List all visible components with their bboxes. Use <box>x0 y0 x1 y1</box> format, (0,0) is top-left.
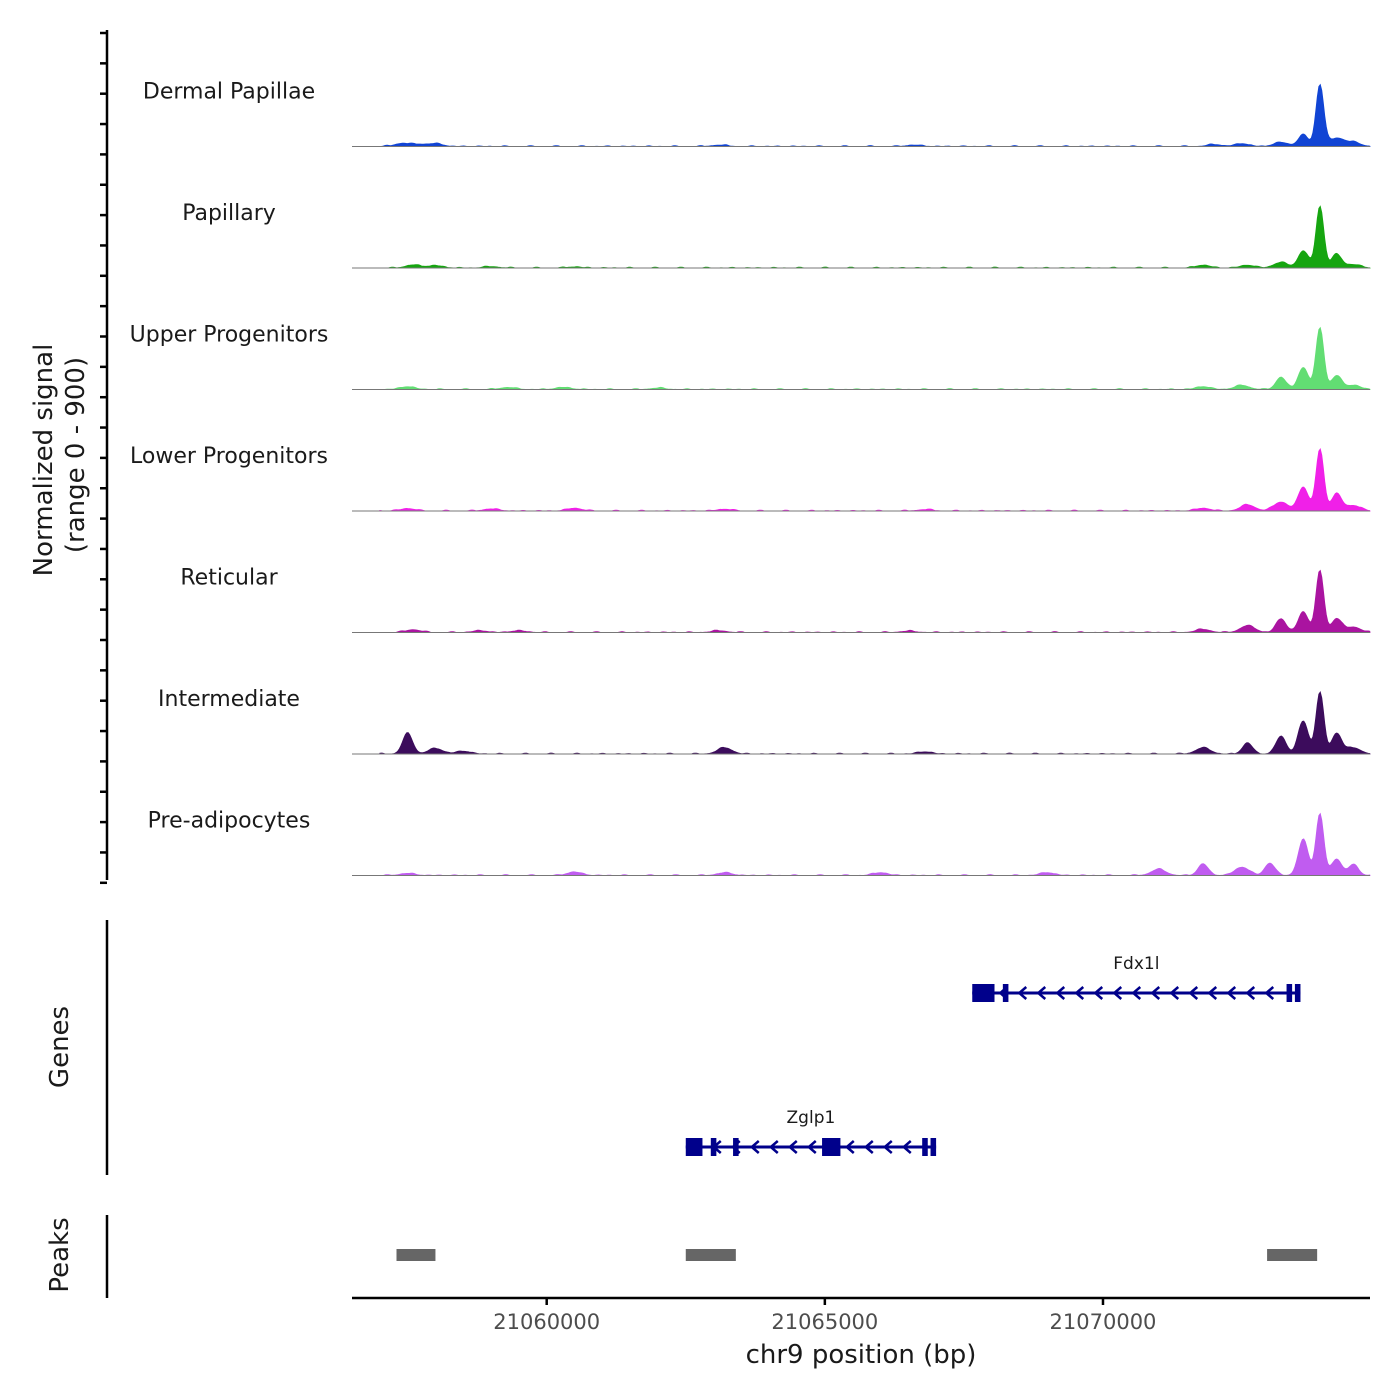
x-tick-label: 21070000 <box>1050 1310 1157 1334</box>
signal-y-axis <box>100 30 109 885</box>
strand-arrow <box>1207 986 1218 1000</box>
strand-arrow <box>1055 986 1066 1000</box>
y-axis-range-label: (range 0 - 900) <box>61 357 91 553</box>
coverage-area <box>379 812 1371 876</box>
strand-arrow <box>787 1140 798 1154</box>
strand-arrow <box>1131 986 1142 1000</box>
track-label-upper-progenitors: Upper Progenitors <box>130 323 329 348</box>
peaks-panel-label: Peaks <box>45 1217 75 1292</box>
strand-arrow <box>1226 986 1237 1000</box>
track-label-lower-progenitors: Lower Progenitors <box>130 444 328 469</box>
peak-region-bar <box>1267 1249 1318 1261</box>
gene-exon <box>733 1138 739 1156</box>
coverage-area <box>379 448 1371 512</box>
coverage-area <box>379 326 1371 390</box>
strand-arrow <box>1245 986 1256 1000</box>
gene-exon <box>710 1138 717 1156</box>
strand-arrow <box>768 1140 779 1154</box>
gene-annotation-track: Fdx1l Zglp1 <box>685 954 1301 1156</box>
strand-arrow <box>844 1140 855 1154</box>
gene-exon <box>1002 984 1009 1002</box>
gene-exon <box>972 984 995 1002</box>
coverage-area <box>379 569 1371 633</box>
strand-arrow <box>1150 986 1161 1000</box>
track-label-intermediate: Intermediate <box>158 687 300 712</box>
gene-exon <box>922 1138 928 1156</box>
strand-arrow <box>863 1140 874 1154</box>
coverage-area <box>379 83 1371 147</box>
x-tick-label: 21065000 <box>771 1310 878 1334</box>
gene-label-fdx1l: Fdx1l <box>1113 954 1159 974</box>
strand-arrow <box>1188 986 1199 1000</box>
strand-arrow <box>901 1140 912 1154</box>
track-label-papillary: Papillary <box>182 201 276 226</box>
gene-exon <box>685 1138 703 1156</box>
strand-arrow <box>1017 986 1028 1000</box>
x-tick-label: 21060000 <box>493 1310 600 1334</box>
peak-regions-track <box>396 1249 1318 1261</box>
track-label-reticular: Reticular <box>180 566 278 591</box>
x-axis-label: chr9 position (bp) <box>746 1340 977 1370</box>
genes-panel-label: Genes <box>45 1006 75 1088</box>
gene-exon <box>930 1138 937 1156</box>
track-label-pre-adipocytes: Pre-adipocytes <box>148 809 311 834</box>
peak-region-bar <box>396 1249 436 1261</box>
track-label-dermal-papillae: Dermal Papillae <box>143 80 315 105</box>
coverage-area <box>379 205 1371 269</box>
gene-label-zglp1: Zglp1 <box>787 1108 836 1128</box>
strand-arrow <box>882 1140 893 1154</box>
gene-exon <box>1286 984 1293 1002</box>
strand-arrow <box>1074 986 1085 1000</box>
gene-exon <box>822 1138 841 1156</box>
strand-arrow <box>1264 986 1275 1000</box>
strand-arrow <box>1112 986 1123 1000</box>
coverage-area <box>379 691 1371 755</box>
strand-arrow <box>1093 986 1104 1000</box>
strand-arrow <box>1169 986 1180 1000</box>
coverage-tracks: Dermal Papillae Papillary Upper Progenitor… <box>130 80 1371 876</box>
strand-arrow <box>749 1140 760 1154</box>
gene-exon <box>1294 984 1301 1002</box>
peak-region-bar <box>685 1249 736 1261</box>
x-axis-ticks: 21060000 21065000 21070000 <box>493 1298 1156 1334</box>
y-axis-label: Normalized signal <box>29 344 59 577</box>
strand-arrow <box>1036 986 1047 1000</box>
strand-arrow <box>806 1140 817 1154</box>
